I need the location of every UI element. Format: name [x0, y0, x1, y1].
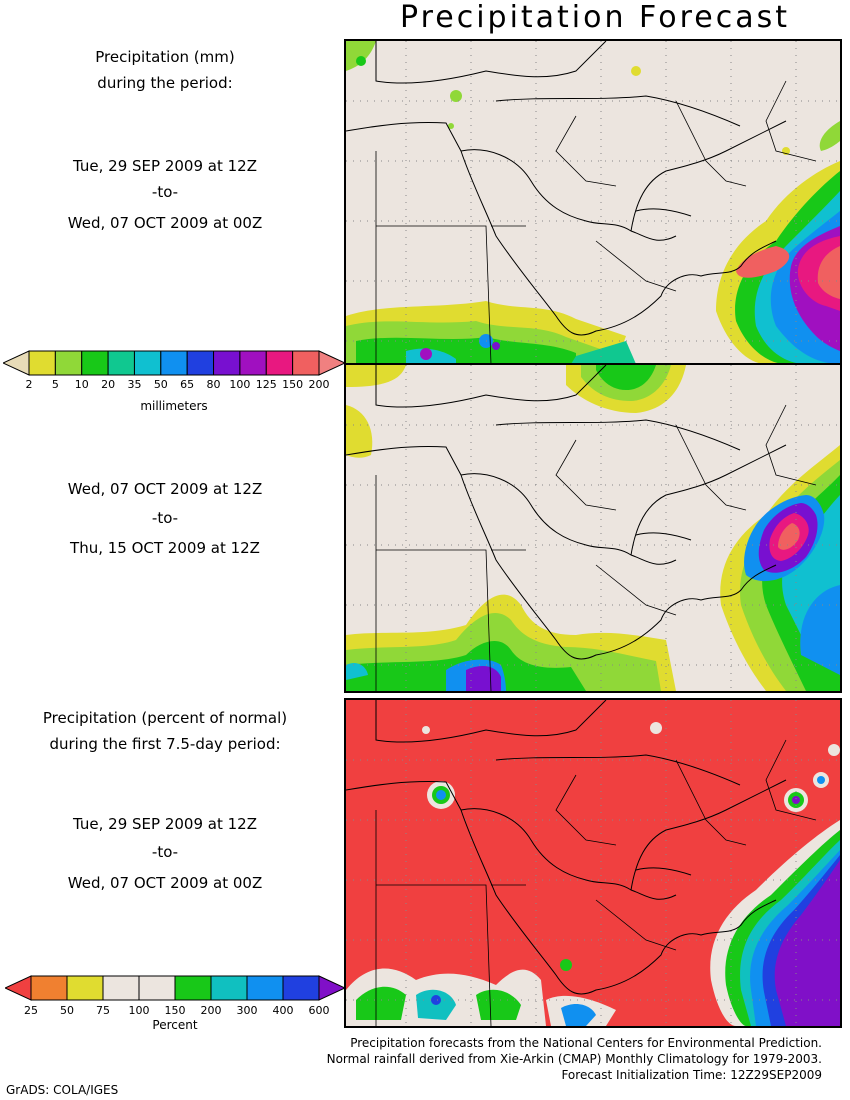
colorbar-percent-tick-label: 100 [128, 1004, 150, 1017]
panel1-end-date: Wed, 07 OCT 2009 at 00Z [67, 214, 263, 232]
colorbar-percent-ticks: 25 50 75 100 150 200 300 400 600 [5, 1004, 345, 1018]
panel3-separator: -to- [151, 843, 179, 861]
page-title: Precipitation Forecast [400, 0, 790, 35]
footer-line-1: Precipitation forecasts from the Nationa… [350, 1036, 822, 1050]
colorbar-mm-tick-label: 65 [180, 378, 195, 391]
colorbar-mm-swatch [133, 350, 162, 376]
country-borders [375, 80, 817, 364]
colorbar-mm-swatch [160, 350, 188, 376]
colorbar-percent: 25 50 75 100 150 200 300 400 600 Percent [3, 974, 347, 1034]
country-borders [375, 739, 817, 1026]
precip-shading-week1 [346, 41, 840, 364]
precip-map-week1-svg [346, 41, 840, 364]
colorbar-percent-swatch [66, 975, 104, 1001]
panel3-heading-1: Precipitation (percent of normal) [42, 709, 288, 727]
panel2-separator: -to- [151, 509, 179, 527]
colorbar-percent-tick-label: 25 [24, 1004, 38, 1017]
colorbar-percent-tick-label: 150 [164, 1004, 186, 1017]
colorbar-percent-swatch [210, 975, 248, 1001]
colorbar-percent-swatch [102, 975, 140, 1001]
colorbar-mm-tick-label: 125 [255, 378, 277, 391]
country-borders [375, 404, 817, 691]
colorbar-mm-tick-label: 50 [153, 378, 168, 391]
colorbar-mm-swatch [239, 350, 267, 376]
precip-shading-week2 [346, 365, 840, 691]
precip-map-week2-svg [346, 365, 840, 691]
colorbar-mm-unit: millimeters [140, 399, 208, 413]
colorbar-mm-tick-label: 10 [74, 378, 89, 391]
colorbar-mm-svg [1, 350, 347, 376]
colorbar-percent-unit: Percent [152, 1018, 198, 1032]
colorbar-mm-swatch [292, 350, 320, 376]
colorbar-mm-tick-label: 200 [308, 378, 330, 391]
colorbar-mm-swatch [107, 350, 135, 376]
coastlines [346, 41, 787, 336]
panel3-end-date: Wed, 07 OCT 2009 at 00Z [67, 874, 263, 892]
panel2-start-date: Wed, 07 OCT 2009 at 12Z [67, 480, 263, 498]
colorbar-percent-tick-label: 300 [236, 1004, 258, 1017]
panel3-start-date: Tue, 29 SEP 2009 at 12Z [73, 815, 257, 833]
colorbar-mm-swatch [265, 350, 294, 376]
coastlines [346, 700, 787, 995]
colorbar-percent-tick-label: 600 [308, 1004, 330, 1017]
percent-normal-map-svg [346, 700, 840, 1026]
colorbar-percent-swatch [138, 975, 176, 1001]
precip-map-week2 [344, 363, 842, 693]
colorbar-percent-arrow-high [318, 975, 347, 1001]
panel1-start-date: Tue, 29 SEP 2009 at 12Z [73, 157, 257, 175]
colorbar-mm-swatch [186, 350, 215, 376]
panel1-heading-1: Precipitation (mm) [95, 48, 235, 66]
colorbar-mm: 2 5 10 20 35 50 65 80 100 125 150 200 millimeters [1, 349, 347, 413]
colorbar-mm-tick-label: 150 [282, 378, 304, 391]
colorbar-mm-tick-label: 2 [25, 378, 33, 391]
colorbar-mm-arrow-low [1, 350, 30, 376]
colorbar-mm-swatch [54, 350, 83, 376]
colorbar-mm-tick-label: 20 [101, 378, 116, 391]
colorbar-percent-tick-label: 75 [96, 1004, 110, 1017]
panel3-heading-2: during the first 7.5-day period: [49, 735, 281, 753]
colorbar-percent-tick-label: 400 [272, 1004, 294, 1017]
panel2-end-date: Thu, 15 OCT 2009 at 12Z [70, 539, 260, 557]
footer-notes: Precipitation forecasts from the Nationa… [327, 1035, 822, 1083]
precip-map-week1 [344, 39, 842, 366]
colorbar-percent-swatch [174, 975, 212, 1001]
colorbar-mm-tick-label: 80 [206, 378, 221, 391]
colorbar-mm-swatch [213, 350, 241, 376]
colorbar-percent-swatch [282, 975, 320, 1001]
colorbar-mm-swatch [81, 350, 109, 376]
colorbar-mm-tick-label: 5 [51, 378, 59, 391]
colorbar-percent-tick-label: 200 [200, 1004, 222, 1017]
percent-shading [346, 722, 840, 1026]
colorbar-percent-swatch [30, 975, 68, 1001]
grads-credit: GrADS: COLA/IGES [6, 1083, 119, 1097]
panel1-separator: -to- [151, 183, 179, 201]
lat-lon-grid [346, 41, 840, 364]
colorbar-mm-swatch [28, 350, 56, 376]
colorbar-mm-ticks: 2 5 10 20 35 50 65 80 100 125 150 200 [3, 378, 345, 392]
colorbar-mm-tick-label: 35 [127, 378, 142, 391]
percent-normal-map [344, 698, 842, 1028]
panel1-heading-2: during the period: [97, 74, 233, 92]
colorbar-percent-tick-label: 50 [60, 1004, 74, 1017]
colorbar-mm-tick-label: 100 [229, 378, 251, 391]
footer-line-2: Normal rainfall derived from Xie-Arkin (… [326, 1052, 822, 1066]
colorbar-percent-svg [3, 975, 347, 1001]
colorbar-mm-arrow-high [318, 350, 347, 376]
colorbar-percent-swatch [246, 975, 284, 1001]
colorbar-percent-arrow-low [3, 975, 32, 1001]
coastlines [346, 365, 787, 660]
footer-line-3: Forecast Initialization Time: 12Z29SEP20… [561, 1068, 822, 1082]
